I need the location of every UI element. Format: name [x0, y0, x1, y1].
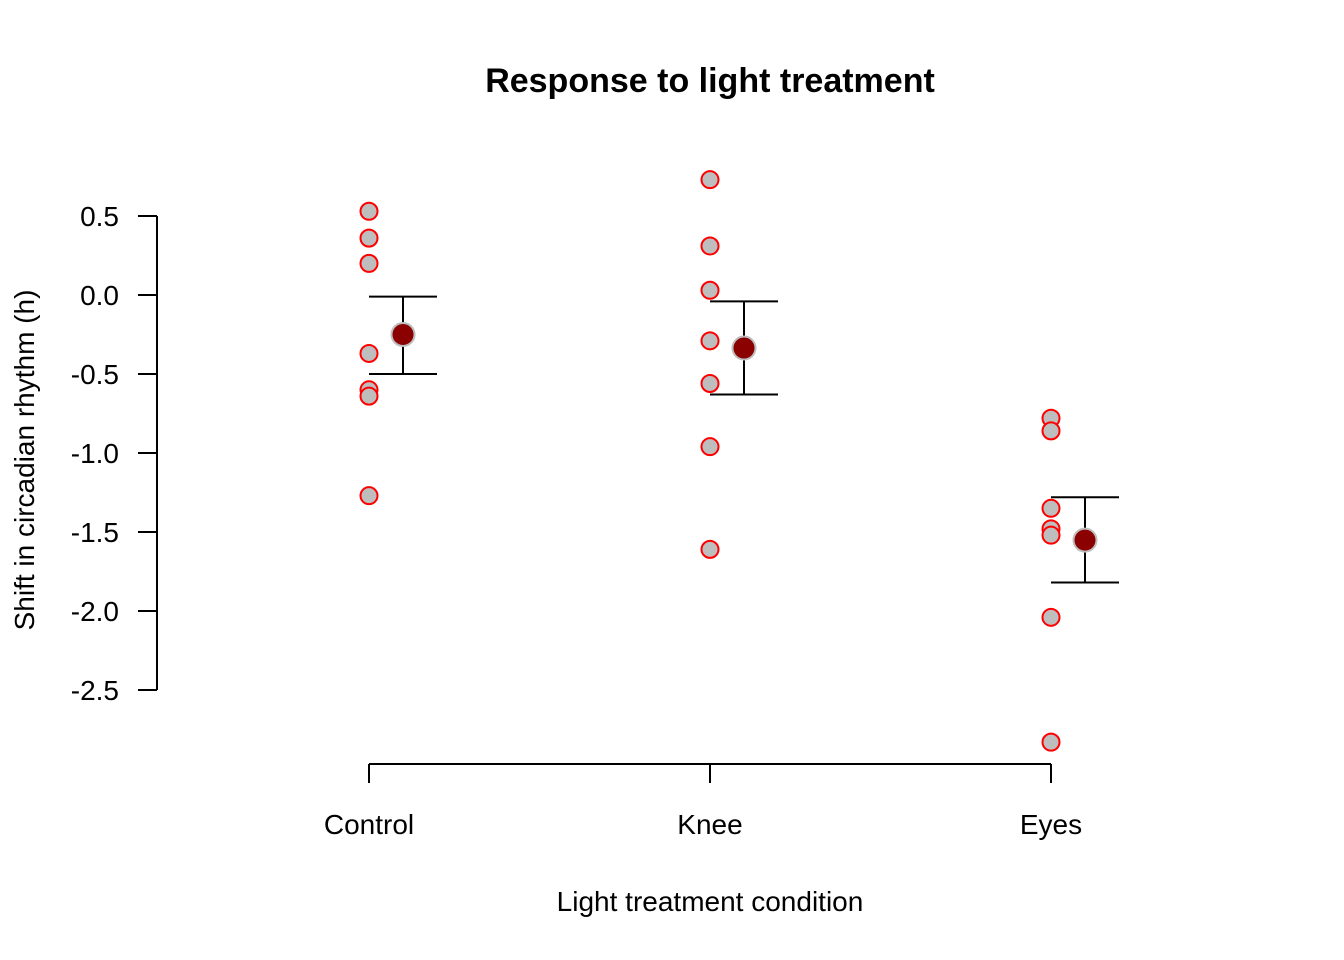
data-point — [359, 228, 379, 248]
data-point — [700, 373, 720, 393]
data-point — [359, 343, 379, 363]
mean-points — [390, 322, 1098, 553]
data-point — [700, 236, 720, 256]
y-tick-label: -0.5 — [71, 359, 119, 390]
data-point — [700, 170, 720, 190]
data-point — [700, 280, 720, 300]
data-point — [700, 539, 720, 559]
x-tick-label: Knee — [677, 809, 742, 840]
y-axis: 0.5 0.0 -0.5 -1.0 -1.5 -2.0 -2.5 — [71, 201, 158, 706]
data-point — [700, 331, 720, 351]
x-axis: Control Knee Eyes — [324, 763, 1082, 840]
chart-title: Response to light treatment — [485, 62, 935, 100]
y-tick-label: 0.5 — [80, 201, 119, 232]
data-point — [700, 437, 720, 457]
x-tick-label: Control — [324, 809, 414, 840]
data-point — [359, 253, 379, 273]
y-tick-label: 0.0 — [80, 280, 119, 311]
y-tick-label: -2.0 — [71, 596, 119, 627]
y-tick-label: -1.5 — [71, 517, 119, 548]
y-tick-label: -1.0 — [71, 438, 119, 469]
mean-point — [731, 335, 757, 361]
data-point — [1041, 525, 1061, 545]
mean-point — [390, 322, 416, 347]
mean-point — [1072, 527, 1098, 553]
data-point — [359, 201, 379, 221]
y-axis-label: Shift in circadian rhythm (h) — [9, 290, 40, 631]
data-points — [359, 170, 1061, 752]
x-axis-label: Light treatment condition — [557, 886, 864, 917]
data-point — [1041, 421, 1061, 441]
data-point — [359, 386, 379, 406]
data-point — [1041, 498, 1061, 518]
x-tick-label: Eyes — [1020, 809, 1082, 840]
data-point — [1041, 732, 1061, 752]
y-tick-label: -2.5 — [71, 675, 119, 706]
data-point — [359, 486, 379, 506]
data-point — [1041, 607, 1061, 627]
